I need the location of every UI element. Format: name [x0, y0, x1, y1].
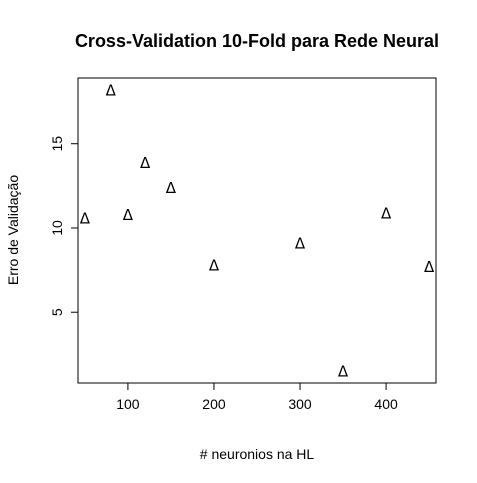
y-tick-label: 15 [49, 136, 65, 152]
x-tick-label: 300 [288, 396, 312, 412]
y-axis-label: Erro de Validação [5, 175, 21, 285]
y-tick-label: 5 [49, 308, 65, 316]
data-point: Δ [209, 257, 220, 275]
data-point: Δ [80, 209, 91, 227]
x-axis-label: # neuronios na HL [200, 446, 315, 462]
data-point: Δ [295, 235, 306, 253]
data-point: Δ [381, 204, 392, 222]
x-tick-label: 200 [202, 396, 226, 412]
data-point: Δ [106, 81, 117, 99]
x-tick-label: 400 [374, 396, 398, 412]
x-axis: 100 200 300 400 [116, 383, 398, 412]
data-point: Δ [166, 179, 177, 197]
data-point: Δ [140, 154, 151, 172]
data-point: Δ [338, 363, 349, 381]
y-tick-label: 10 [49, 220, 65, 236]
data-point: Δ [123, 206, 134, 224]
chart-title: Cross-Validation 10-Fold para Rede Neura… [75, 31, 439, 51]
data-point: Δ [424, 258, 435, 276]
plot-frame [77, 77, 437, 384]
x-tick-label: 100 [116, 396, 140, 412]
y-axis: 5 10 15 [49, 136, 78, 316]
